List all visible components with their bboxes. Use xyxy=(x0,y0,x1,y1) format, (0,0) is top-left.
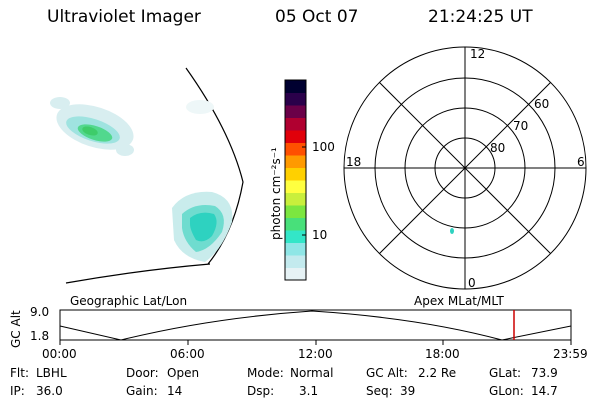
info-gcalt-key: GC Alt: xyxy=(366,366,408,380)
polar-plot xyxy=(343,46,587,290)
info-gain-key: Gain: xyxy=(126,384,158,398)
mlat-label-80: 80 xyxy=(490,141,506,155)
info-flt-key: Flt: xyxy=(10,366,29,380)
altitude-ytick-top: 9.0 xyxy=(30,305,50,319)
colorbar-band xyxy=(285,142,306,156)
altitude-xtick-1: 06:00 xyxy=(170,347,205,361)
info-ip-key: IP: xyxy=(10,384,25,398)
info-seq-value: 39 xyxy=(400,384,416,398)
polar-diagonal-b xyxy=(379,82,551,254)
altitude-frame xyxy=(59,309,572,341)
colorbar-band xyxy=(285,92,306,106)
time-label: 21:24:25 UT xyxy=(428,7,533,27)
colorbar-axis-label: photon cm⁻²s⁻¹ xyxy=(269,147,283,240)
info-dsp-value: 3.1 xyxy=(299,384,319,398)
colorbar-band xyxy=(285,255,306,268)
aurora-patch-upper xyxy=(50,97,214,156)
altitude-xtick-2: 12:00 xyxy=(298,347,333,361)
info-glon-key: GLon: xyxy=(489,384,524,398)
colorbar-frame xyxy=(284,79,307,281)
date-label: 05 Oct 07 xyxy=(275,7,359,27)
apex-label: Apex MLat/MLT xyxy=(414,294,504,308)
info-flt-value: LBHL xyxy=(36,366,67,380)
colorbar xyxy=(284,79,307,281)
altitude-xtick-0: 00:00 xyxy=(42,347,77,361)
info-dsp-key: Dsp: xyxy=(247,384,275,398)
instrument-title: Ultraviolet Imager xyxy=(47,7,201,27)
colorbar-tick-label-100: 100 xyxy=(312,140,335,154)
altitude-xtick-4: 23:59 xyxy=(553,347,588,361)
info-seq-key: Seq: xyxy=(366,384,393,398)
mlt-label-6: 6 xyxy=(577,155,585,169)
aurora-spot-polar xyxy=(450,228,454,234)
info-glat-value: 73.9 xyxy=(531,366,558,380)
geographic-label: Geographic Lat/Lon xyxy=(70,294,188,308)
colorbar-band xyxy=(285,130,306,143)
info-mode-key: Mode: xyxy=(247,366,284,380)
mlt-label-18: 18 xyxy=(346,155,362,169)
colorbar-band xyxy=(285,242,306,256)
info-ip-value: 36.0 xyxy=(36,384,63,398)
mlt-label-0: 0 xyxy=(468,276,476,290)
altitude-curve xyxy=(59,310,572,341)
colorbar-band xyxy=(285,192,306,206)
mlt-label-12: 12 xyxy=(470,47,486,61)
altitude-ylabel: GC Alt xyxy=(9,310,23,348)
info-mode-value: Normal xyxy=(290,366,334,380)
colorbar-band xyxy=(285,217,306,231)
aurora-patch-lower xyxy=(172,191,233,262)
info-gcalt-value: 2.2 Re xyxy=(418,366,457,380)
info-door-key: Door: xyxy=(126,366,159,380)
colorbar-band xyxy=(285,205,306,218)
earth-edge-curve xyxy=(65,263,211,284)
colorbar-band xyxy=(285,80,306,93)
colorbar-band xyxy=(285,117,306,131)
mlat-label-60: 60 xyxy=(534,97,550,111)
geographic-map xyxy=(50,67,454,284)
colorbar-band xyxy=(285,180,306,193)
info-door-value: Open xyxy=(167,366,200,380)
info-glon-value: 14.7 xyxy=(531,384,558,398)
altitude-xtick-3: 18:00 xyxy=(425,347,460,361)
mlat-label-70: 70 xyxy=(513,119,529,133)
altitude-ytick-bottom: 1.8 xyxy=(30,329,50,343)
colorbar-band xyxy=(285,267,306,281)
colorbar-tick-label-10: 10 xyxy=(312,228,328,242)
colorbar-band xyxy=(285,230,306,243)
info-gain-value: 14 xyxy=(167,384,183,398)
info-glat-key: GLat: xyxy=(489,366,522,380)
altitude-plot xyxy=(59,309,572,345)
colorbar-band xyxy=(285,167,306,181)
colorbar-band xyxy=(285,155,306,168)
colorbar-band xyxy=(285,105,306,118)
